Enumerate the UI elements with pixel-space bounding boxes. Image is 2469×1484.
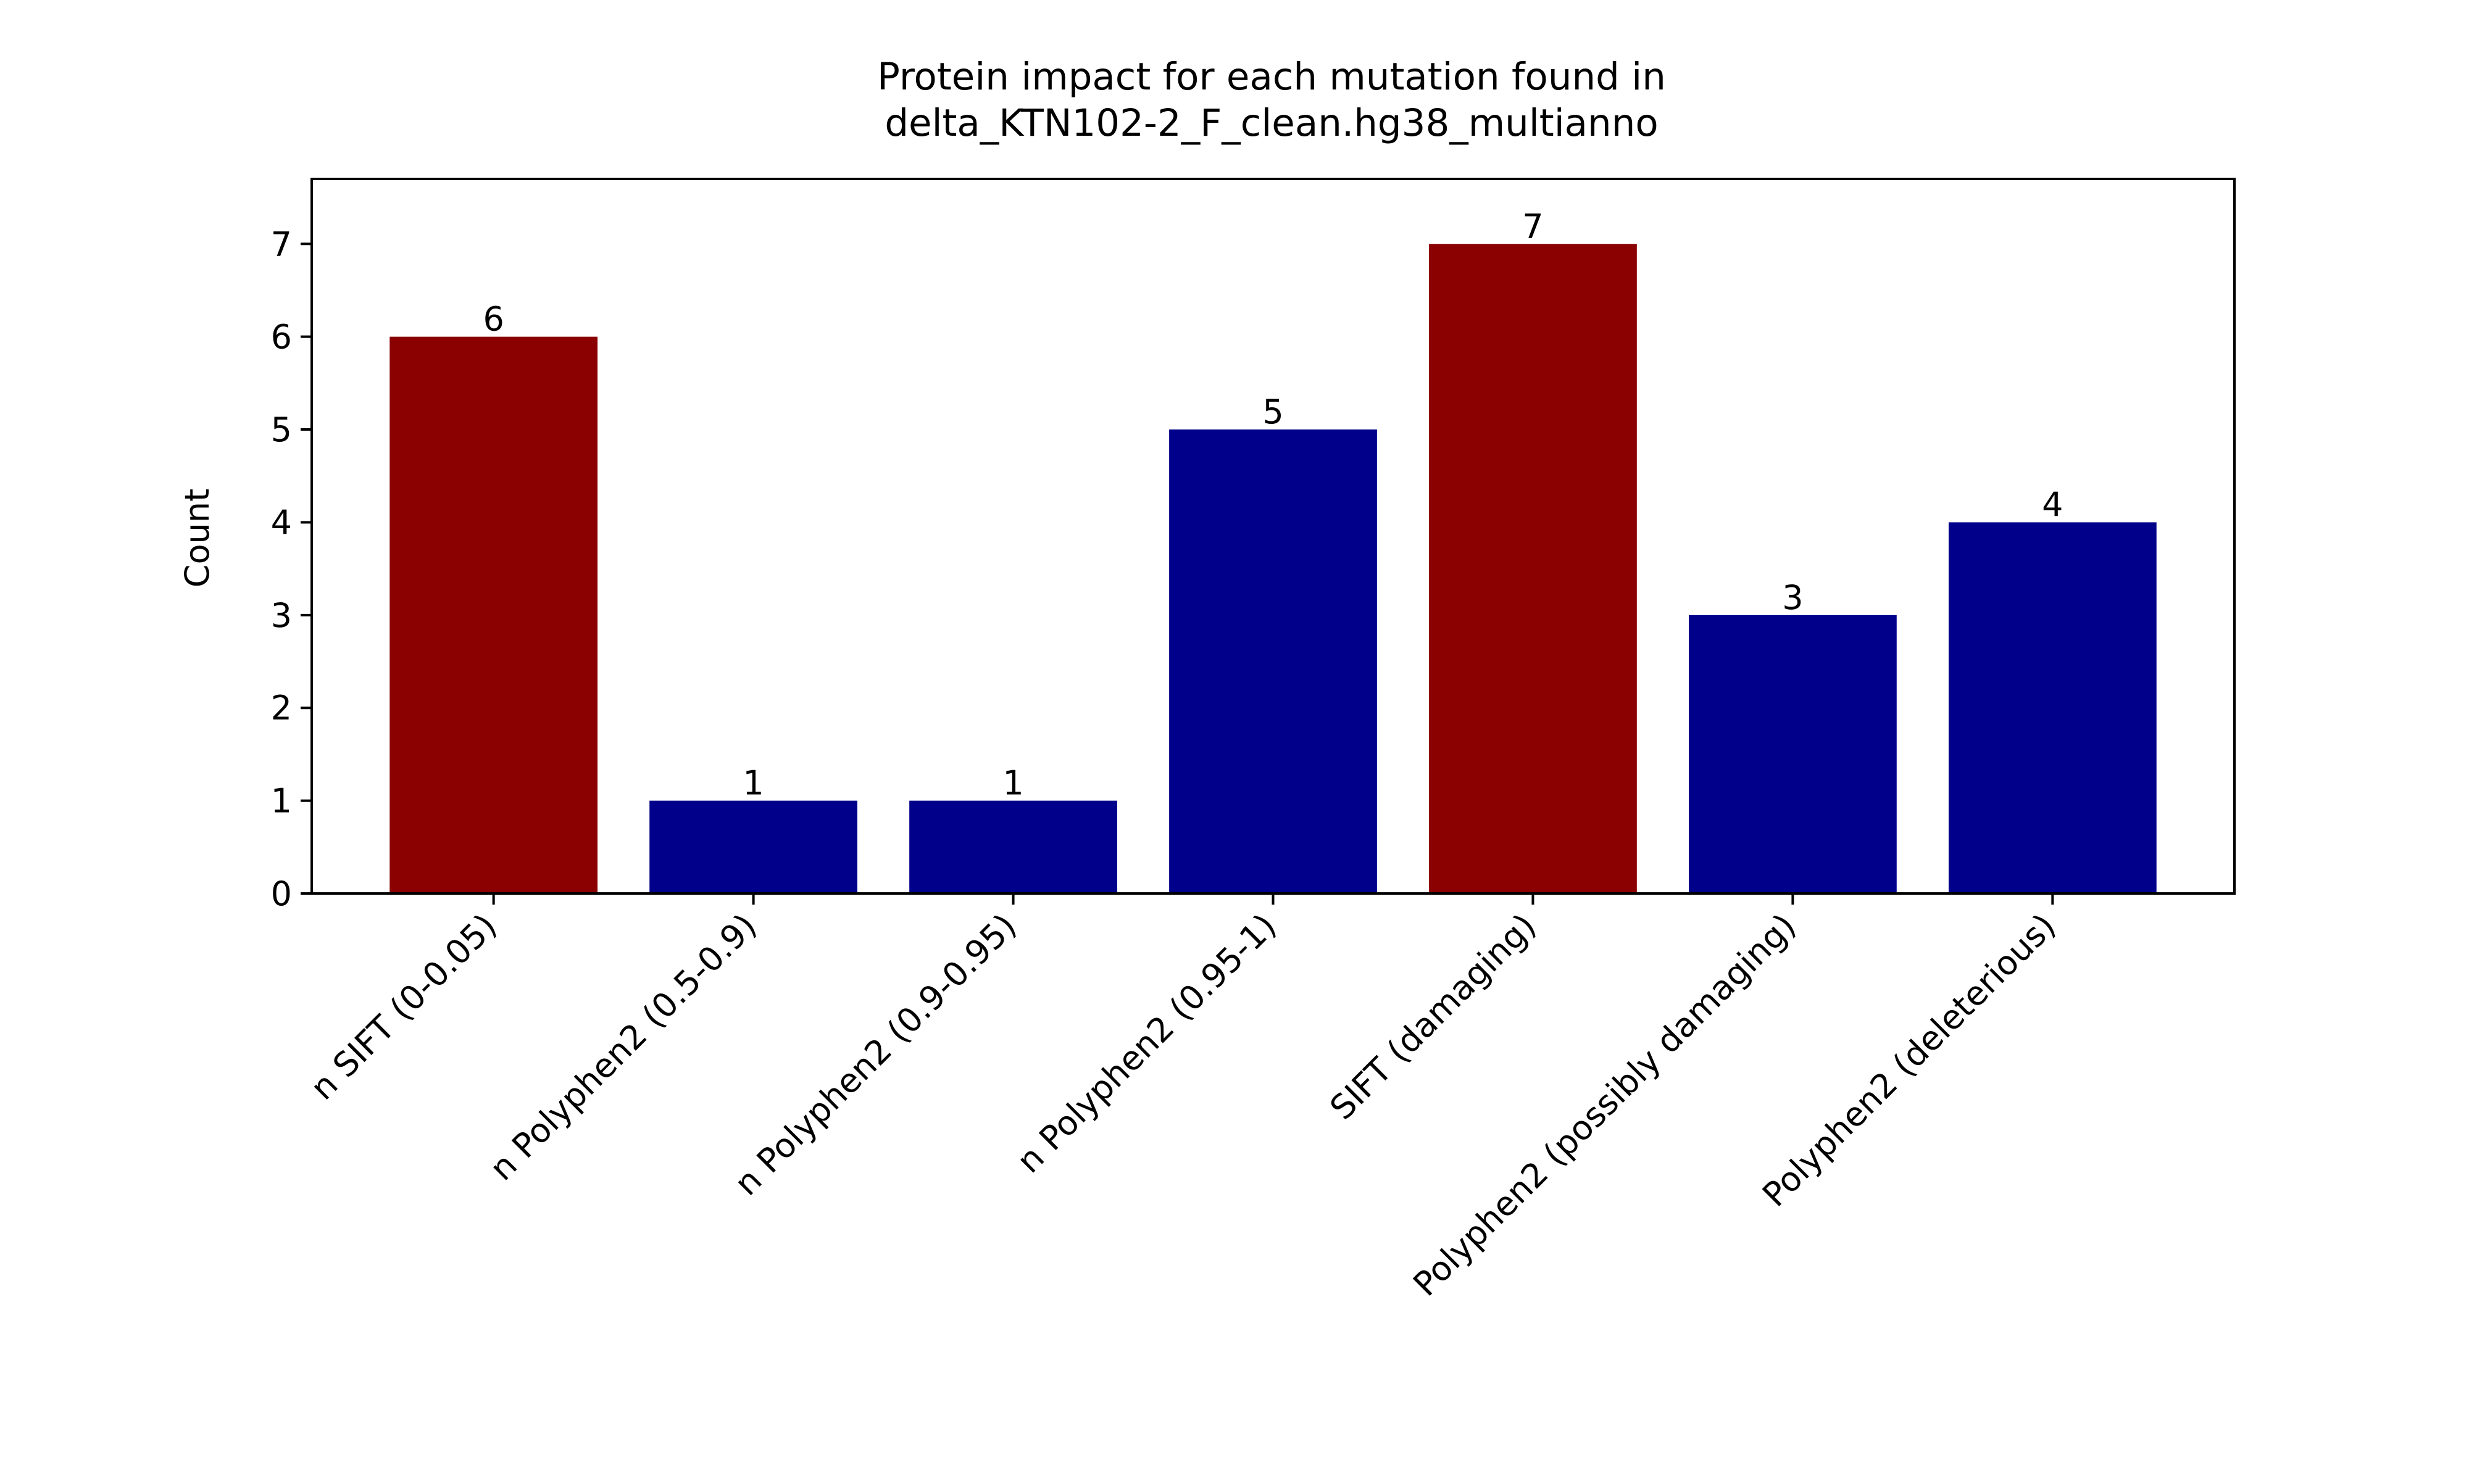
bar-value-labels: 6 1 1 5 7 3 4 [483, 207, 2063, 802]
y-tick-label: 2 [271, 689, 292, 727]
x-tick-label: n Polyphen2 (0.5-0.9) [482, 906, 764, 1188]
bar [1948, 522, 2157, 893]
y-tick-label: 7 [271, 225, 292, 263]
plot-frame [310, 178, 2236, 895]
x-tick-label: SIFT (damaging) [1323, 906, 1544, 1127]
y-axis-label: Count [178, 489, 217, 587]
x-tick-label: n Polyphen2 (0.95-1) [1009, 906, 1284, 1181]
y-tick-label: 6 [271, 318, 292, 357]
bar-value-label: 1 [743, 764, 764, 803]
bar-value-label: 5 [1262, 392, 1283, 431]
x-tick-label: n SIFT (0-0.05) [303, 906, 504, 1108]
bar [1429, 244, 1637, 894]
y-tick-label: 4 [271, 503, 292, 542]
y-tick-label: 1 [271, 782, 292, 821]
bars [389, 244, 2157, 894]
y-axis: 0 1 2 3 4 5 6 7 [271, 225, 312, 913]
y-tick-label: 5 [271, 410, 292, 449]
bar [909, 800, 1117, 893]
bar [1169, 429, 1377, 893]
x-axis: n SIFT (0-0.05)n Polyphen2 (0.5-0.9)n Po… [303, 893, 2063, 1304]
bar-value-label: 4 [2042, 485, 2063, 524]
bar [1689, 615, 1897, 893]
bar [649, 800, 857, 893]
bar [389, 336, 598, 893]
chart-title-line-2: delta_KTN102-2_F_clean.hg38_multianno [885, 101, 1658, 145]
x-tick-label: Polyphen2 (deleterious) [1755, 906, 2063, 1214]
bar-value-label: 1 [1002, 764, 1023, 803]
y-tick-label: 3 [271, 596, 292, 635]
x-tick-label: n Polyphen2 (0.9-0.95) [727, 906, 1024, 1203]
bar-value-label: 3 [1782, 578, 1803, 617]
bar-value-label: 6 [483, 300, 504, 339]
chart-title-line-1: Protein impact for each mutation found i… [877, 55, 1666, 99]
y-tick-label: 0 [271, 874, 292, 913]
bar-value-label: 7 [1522, 207, 1543, 246]
chart-title: Protein impact for each mutation found i… [877, 55, 1666, 145]
